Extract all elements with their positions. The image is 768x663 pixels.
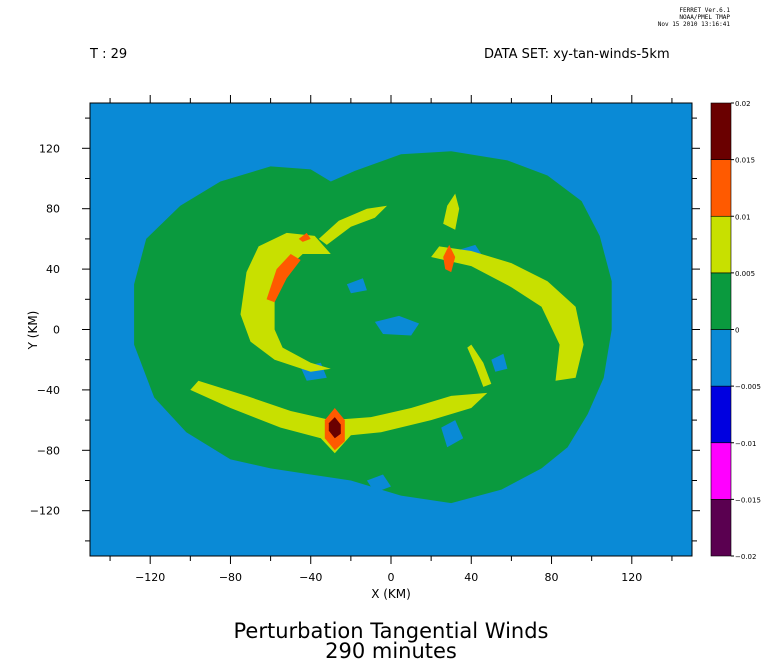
ferret-stamp: FERRET Ver.6.1 NOAA/PMEL TMAP Nov 15 201… xyxy=(610,7,730,28)
time-label: T : 29 xyxy=(90,47,128,62)
x-axis-label: X (KM) xyxy=(371,587,411,601)
x-tick-label: 120 xyxy=(621,571,642,584)
x-tick-label: −40 xyxy=(299,571,322,584)
y-tick-label: −40 xyxy=(37,384,60,397)
colorbar-swatch xyxy=(710,215,732,274)
stamp-line-2: NOAA/PMEL TMAP xyxy=(679,14,730,21)
x-tick-label: 40 xyxy=(464,571,478,584)
y-axis-label: Y (KM) xyxy=(26,311,40,351)
y-tick-label: −80 xyxy=(37,444,60,457)
y-tick-label: −120 xyxy=(30,505,60,518)
chart-title: Perturbation Tangential Winds xyxy=(233,619,549,643)
colorbar-label: 0.005 xyxy=(735,270,755,278)
chart-subtitle: 290 minutes xyxy=(325,639,457,663)
plot-area xyxy=(90,103,692,556)
colorbar-swatch xyxy=(710,102,732,160)
contour-region-2-4 xyxy=(443,193,460,230)
colorbar-swatch xyxy=(710,499,732,557)
contour-region-3-0 xyxy=(266,254,301,303)
contour-region-1-4 xyxy=(441,420,464,448)
contour-region-3-2 xyxy=(443,244,456,273)
contour-region-2-5 xyxy=(467,344,492,387)
stamp-line-1: FERRET Ver.6.1 xyxy=(679,7,730,14)
x-tick-label: −120 xyxy=(135,571,165,584)
colorbar-swatch xyxy=(710,329,732,387)
contour-region-1-5 xyxy=(366,474,391,493)
colorbar-label: 0.01 xyxy=(735,213,751,221)
dataset-label: DATA SET: xy-tan-winds-5km xyxy=(484,47,670,62)
y-tick-label: 0 xyxy=(53,324,60,337)
contour-region-3-3 xyxy=(298,232,311,242)
y-tick-label: 40 xyxy=(46,263,60,276)
colorbar-label: −0.015 xyxy=(735,496,761,504)
colorbar-label: 0.015 xyxy=(735,157,755,165)
colorbar-label: −0.005 xyxy=(735,383,761,391)
colorbar-label: −0.02 xyxy=(735,553,756,561)
contour-region-2-1 xyxy=(318,205,387,245)
y-tick-label: 120 xyxy=(39,142,60,155)
contour-region-1-6 xyxy=(491,353,508,372)
colorbar-label: 0.02 xyxy=(735,100,751,108)
x-tick-label: −80 xyxy=(219,571,242,584)
stamp-line-3: Nov 15 2010 13:16:41 xyxy=(657,21,730,28)
colorbar-swatch xyxy=(710,159,732,217)
axes: −120 −80 −40 0 40 80 120 120 80 40 0 −40 −80 −120 xyxy=(30,95,700,584)
colorbar-label: 0 xyxy=(735,327,739,335)
colorbar: −0.02 −0.015 −0.01 −0.005 0 0.005 0.01 0.015 0.0… xyxy=(710,100,761,561)
colorbar-swatch xyxy=(710,442,732,500)
y-tick-label: 80 xyxy=(46,203,60,216)
contour-region-1-3 xyxy=(346,278,367,294)
x-tick-label: 80 xyxy=(545,571,559,584)
contour-region-4-0 xyxy=(328,417,341,439)
contour-region-2-0 xyxy=(240,232,331,372)
colorbar-swatch xyxy=(710,272,732,330)
colorbar-label: −0.01 xyxy=(735,440,756,448)
contour-region-1-0 xyxy=(374,315,420,336)
colorbar-swatch xyxy=(710,385,732,444)
x-tick-label: 0 xyxy=(388,571,395,584)
